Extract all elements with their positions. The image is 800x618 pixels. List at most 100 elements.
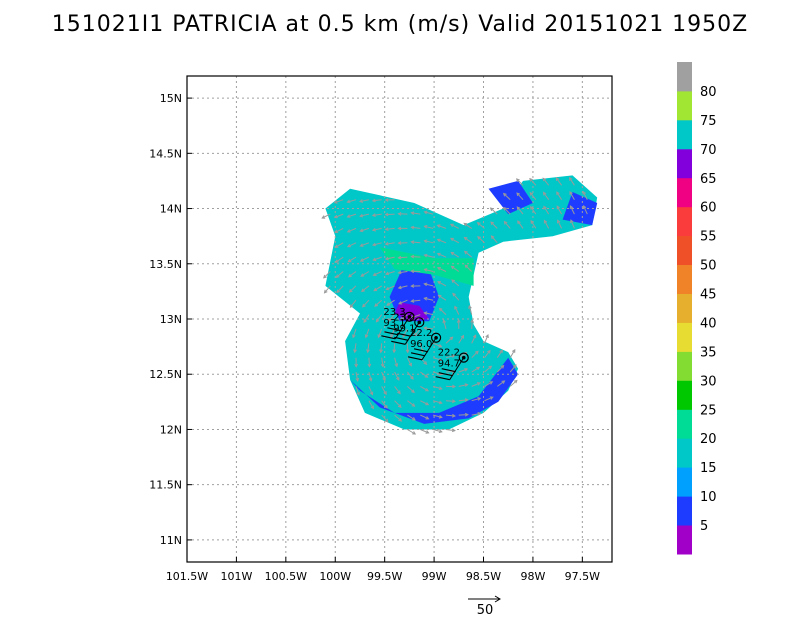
wind-vector	[437, 224, 447, 229]
wind-vector-head	[436, 267, 441, 271]
wind-vector	[407, 429, 416, 435]
wind-vector	[477, 236, 485, 244]
wind-vector	[471, 382, 481, 387]
storm-center-label-2: 22.2	[410, 328, 432, 339]
storm-center-ring-3	[458, 352, 469, 363]
wind-vector	[377, 328, 383, 338]
wind-vector	[438, 294, 447, 301]
wind-vector-head	[352, 334, 356, 339]
wind-vector-head	[449, 336, 454, 341]
wind-vector	[432, 357, 442, 361]
wind-vector	[471, 412, 481, 416]
wind-vector-head	[410, 284, 415, 288]
colorbar-label-0: 5	[700, 519, 708, 534]
storm-center-value-1: 99.1	[393, 323, 415, 334]
wind-vector	[348, 271, 357, 278]
wind-vector	[543, 192, 550, 200]
wind-vector	[407, 400, 415, 407]
wind-vector-head	[372, 257, 377, 262]
wind-vector-head	[370, 405, 374, 410]
wind-vector-head	[423, 326, 428, 331]
wind-vector	[373, 285, 382, 292]
wind-vector	[445, 400, 455, 402]
wind-vector	[420, 414, 429, 420]
wind-vector-head	[355, 377, 360, 382]
wind-vector-head	[476, 366, 481, 371]
wind-vector	[437, 253, 447, 258]
x-tick-label-0: 101.5W	[166, 570, 208, 583]
wind-vector	[381, 400, 388, 409]
wind-vector-head	[517, 220, 521, 225]
wind-barb-flag-3	[441, 368, 456, 373]
wind-vector	[458, 399, 468, 402]
colorbar-swatch-5	[677, 380, 692, 410]
wind-vector	[372, 242, 382, 246]
wind-vector	[368, 371, 372, 381]
wind-vector-head	[477, 235, 481, 240]
wind-vector-head	[513, 379, 518, 384]
wind-vector	[450, 251, 460, 258]
wind-vector	[543, 220, 550, 229]
wind-region-0	[325, 175, 598, 430]
wind-vector	[445, 355, 455, 359]
wind-vector-head	[529, 177, 533, 182]
wind-vector-head	[410, 254, 415, 259]
wind-vector	[569, 205, 575, 215]
wind-vector-head	[487, 349, 491, 354]
wind-vector	[407, 414, 416, 421]
wind-vector-head	[490, 235, 495, 240]
wind-vector-head	[349, 304, 354, 308]
colorbar-label-12: 65	[700, 172, 717, 187]
wind-vector-head	[360, 288, 365, 293]
wind-vector-head	[410, 269, 415, 274]
wind-vector-head	[346, 244, 351, 248]
x-tick-label-2: 100.5W	[265, 570, 307, 583]
wind-vector-head	[501, 380, 506, 384]
wind-vector	[393, 343, 396, 353]
wind-vector	[355, 371, 359, 381]
wind-vector-head	[450, 265, 455, 270]
wind-vector	[394, 414, 402, 422]
wind-region-2	[488, 180, 533, 215]
wind-vector-head	[468, 304, 472, 309]
wind-vector	[373, 256, 382, 261]
wind-vector	[381, 371, 386, 381]
wind-vector	[484, 334, 489, 344]
x-tick-label-3: 100W	[319, 570, 351, 583]
wind-vector	[321, 213, 331, 219]
wind-vector-head	[449, 223, 454, 228]
storm-center-ring-1	[414, 317, 425, 328]
wind-vector	[450, 237, 460, 244]
wind-vector-head	[390, 334, 394, 339]
wind-vector	[556, 205, 563, 215]
wind-vector-head	[385, 271, 390, 276]
wind-vector	[424, 268, 434, 272]
y-tick-label-5: 13.5N	[149, 258, 182, 271]
y-tick-label-2: 12N	[160, 423, 182, 436]
wind-vector	[334, 227, 344, 233]
storm-center-label-3: 22.2	[438, 348, 460, 359]
wind-region-5	[379, 247, 474, 286]
wind-vector	[463, 222, 472, 229]
wind-vector-head	[371, 198, 376, 203]
x-axis: 101.5W 101W 100.5W 100W 99.5W 99W 98.5W 98W 97.5…	[166, 557, 600, 583]
wind-vector-head	[438, 343, 443, 348]
wind-vector-head	[423, 239, 428, 244]
wind-vector	[420, 429, 429, 434]
reference-vector: 50	[468, 595, 501, 618]
wind-vector-head	[363, 319, 367, 324]
wind-vector-head	[347, 258, 352, 263]
wind-vector-head	[570, 219, 574, 224]
wind-vector	[407, 386, 415, 393]
wind-vector-head	[436, 252, 441, 257]
wind-vector	[359, 199, 369, 202]
wind-vector-head	[372, 272, 377, 276]
wind-vector-head	[369, 391, 374, 396]
wind-vector-head	[438, 307, 443, 312]
wind-vector	[381, 357, 384, 367]
wind-barb-flag-2	[410, 352, 426, 357]
colorbar-swatch-15	[677, 90, 692, 121]
wind-vector	[458, 384, 468, 387]
wind-vector	[360, 242, 370, 247]
y-tick-label-3: 12.5N	[149, 368, 182, 381]
